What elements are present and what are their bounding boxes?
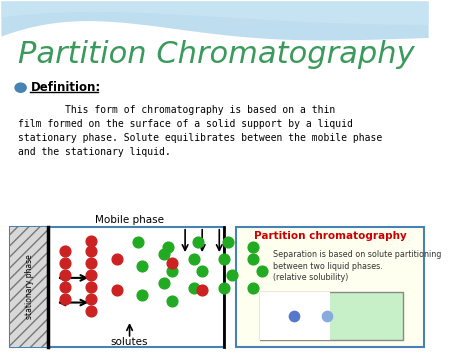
Text: Partition chromatography: Partition chromatography	[254, 231, 407, 241]
Point	[87, 272, 95, 278]
Point	[220, 256, 228, 262]
Point	[160, 280, 167, 286]
Point	[168, 268, 176, 274]
Point	[62, 296, 69, 301]
Point	[87, 296, 95, 301]
Point	[190, 285, 198, 291]
Bar	[10, 227, 224, 346]
Text: solutes: solutes	[111, 337, 148, 347]
Bar	[260, 292, 403, 339]
Circle shape	[15, 83, 26, 92]
Point	[164, 244, 172, 250]
Text: Separation is based on solute partitioning
between two liquid phases.
(relative : Separation is based on solute partitioni…	[273, 250, 441, 282]
Point	[199, 288, 206, 293]
Point	[194, 240, 202, 245]
Point	[224, 240, 232, 245]
Point	[290, 313, 298, 319]
Point	[134, 240, 142, 245]
Point	[138, 263, 146, 269]
Bar	[10, 227, 48, 346]
Point	[258, 268, 266, 274]
Polygon shape	[1, 1, 428, 25]
Point	[190, 256, 198, 262]
Point	[323, 313, 331, 319]
Text: This form of chromatography is based on a thin
film formed on the surface of a s: This form of chromatography is based on …	[18, 105, 383, 157]
Point	[62, 272, 69, 278]
Polygon shape	[1, 1, 428, 40]
Text: stationary phase: stationary phase	[25, 254, 34, 319]
Point	[62, 248, 69, 253]
Point	[113, 256, 120, 262]
Text: Definition:: Definition:	[30, 81, 100, 94]
Point	[113, 288, 120, 293]
Point	[138, 292, 146, 298]
Point	[168, 260, 176, 266]
Point	[62, 284, 69, 290]
Point	[228, 272, 236, 278]
Point	[250, 285, 257, 291]
Point	[62, 260, 69, 266]
Bar	[237, 227, 424, 346]
Point	[250, 244, 257, 250]
Bar	[260, 292, 330, 339]
Point	[87, 238, 95, 244]
Point	[199, 268, 206, 274]
Text: Mobile phase: Mobile phase	[95, 215, 164, 225]
Point	[87, 260, 95, 266]
Point	[250, 256, 257, 262]
Text: Partition Chromatography: Partition Chromatography	[18, 40, 415, 69]
Point	[87, 308, 95, 313]
Point	[220, 285, 228, 291]
Point	[87, 248, 95, 253]
Point	[87, 284, 95, 290]
Point	[168, 298, 176, 304]
Point	[160, 251, 167, 257]
